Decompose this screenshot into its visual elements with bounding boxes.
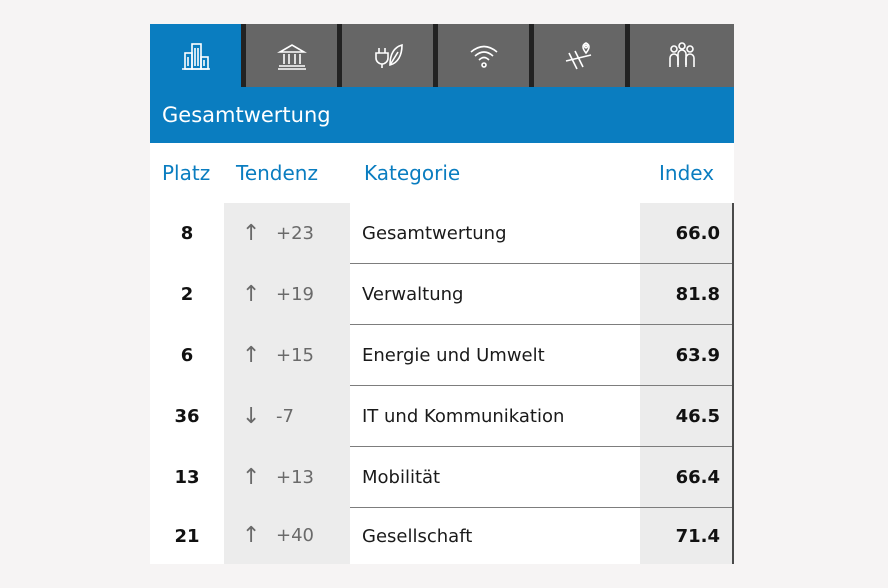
table-row: 21 ↑ +40 Gesellschaft 71.4 xyxy=(150,508,734,564)
category-name: Verwaltung xyxy=(362,284,464,305)
trend-delta: +15 xyxy=(276,345,314,366)
table-header: Platz Tendenz Kategorie Index xyxy=(150,143,734,203)
trend-delta: +19 xyxy=(276,284,314,305)
trend-arrow-icon: ↑ xyxy=(242,343,261,368)
table-row: 6 ↑ +15 Energie und Umwelt 63.9 xyxy=(150,325,734,386)
tab-energie[interactable] xyxy=(342,24,433,87)
trend-cell: ↑ +15 xyxy=(224,325,350,386)
table-right-border xyxy=(732,203,734,564)
tab-separator xyxy=(433,24,438,87)
trend-arrow-icon: ↑ xyxy=(242,523,261,548)
category-name: Gesamtwertung xyxy=(362,223,507,244)
category-tab-bar xyxy=(150,24,734,87)
row-divider xyxy=(350,263,734,264)
people-group-icon xyxy=(669,41,695,67)
category-name: Gesellschaft xyxy=(362,525,473,547)
table-row: 2 ↑ +19 Verwaltung 81.8 xyxy=(150,264,734,325)
index-value: 71.4 xyxy=(640,508,734,564)
tab-separator xyxy=(337,24,342,87)
header-index: Index xyxy=(659,161,715,185)
category-name: Mobilität xyxy=(362,467,441,488)
trend-cell: ↑ +23 xyxy=(224,203,350,264)
trend-arrow-icon: ↑ xyxy=(242,221,261,246)
tab-verwaltung[interactable] xyxy=(246,24,337,87)
header-platz: Platz xyxy=(162,161,211,185)
category-name: IT und Kommunikation xyxy=(362,406,565,427)
tab-separator xyxy=(625,24,630,87)
trend-cell: ↑ +40 xyxy=(224,508,350,564)
row-divider xyxy=(350,446,734,447)
tab-gesellschaft[interactable] xyxy=(630,24,734,87)
index-value: 66.4 xyxy=(640,447,734,508)
tab-separator xyxy=(529,24,534,87)
rank-value: 13 xyxy=(174,467,200,488)
trend-arrow-icon: ↑ xyxy=(242,282,261,307)
trend-cell: ↑ +13 xyxy=(224,447,350,508)
section-title: Gesamtwertung xyxy=(150,87,734,143)
trend-delta: +40 xyxy=(276,525,314,546)
trend-arrow-icon: ↑ xyxy=(242,465,261,490)
row-divider xyxy=(350,324,734,325)
trend-delta: -7 xyxy=(276,406,294,427)
trend-cell: ↑ +19 xyxy=(224,264,350,325)
rank-value: 36 xyxy=(174,406,200,427)
index-value: 46.5 xyxy=(640,386,734,447)
rank-value: 8 xyxy=(180,223,194,244)
row-divider xyxy=(350,385,734,386)
trend-arrow-icon: ↓ xyxy=(242,404,261,429)
rank-value: 2 xyxy=(180,284,194,305)
trend-delta: +23 xyxy=(276,223,314,244)
header-kategorie: Kategorie xyxy=(364,161,461,185)
city-buildings-icon xyxy=(181,42,210,70)
index-value: 63.9 xyxy=(640,325,734,386)
row-divider xyxy=(350,507,734,508)
table-row: 8 ↑ +23 Gesamtwertung 66.0 xyxy=(150,203,734,264)
table-row: 13 ↑ +13 Mobilität 66.4 xyxy=(150,447,734,508)
rank-value: 21 xyxy=(174,525,200,547)
trend-delta: +13 xyxy=(276,467,314,488)
rank-value: 6 xyxy=(180,345,194,366)
category-name: Energie und Umwelt xyxy=(362,345,545,366)
index-value: 66.0 xyxy=(640,203,734,264)
table-row: 36 ↓ -7 IT und Kommunikation 46.5 xyxy=(150,386,734,447)
trend-cell: ↓ -7 xyxy=(224,386,350,447)
tab-mobilitaet[interactable] xyxy=(534,24,625,87)
index-value: 81.8 xyxy=(640,264,734,325)
map-pin-roads-icon xyxy=(565,41,591,69)
wifi-icon xyxy=(469,45,498,68)
tab-separator xyxy=(241,24,246,87)
tab-gesamt[interactable] xyxy=(150,24,241,87)
header-tendenz: Tendenz xyxy=(236,161,318,185)
tab-it[interactable] xyxy=(438,24,529,87)
ranking-widget: Gesamtwertung Platz Tendenz Kategorie In… xyxy=(150,24,734,564)
plug-leaf-icon xyxy=(374,43,403,68)
government-building-icon xyxy=(276,43,307,70)
